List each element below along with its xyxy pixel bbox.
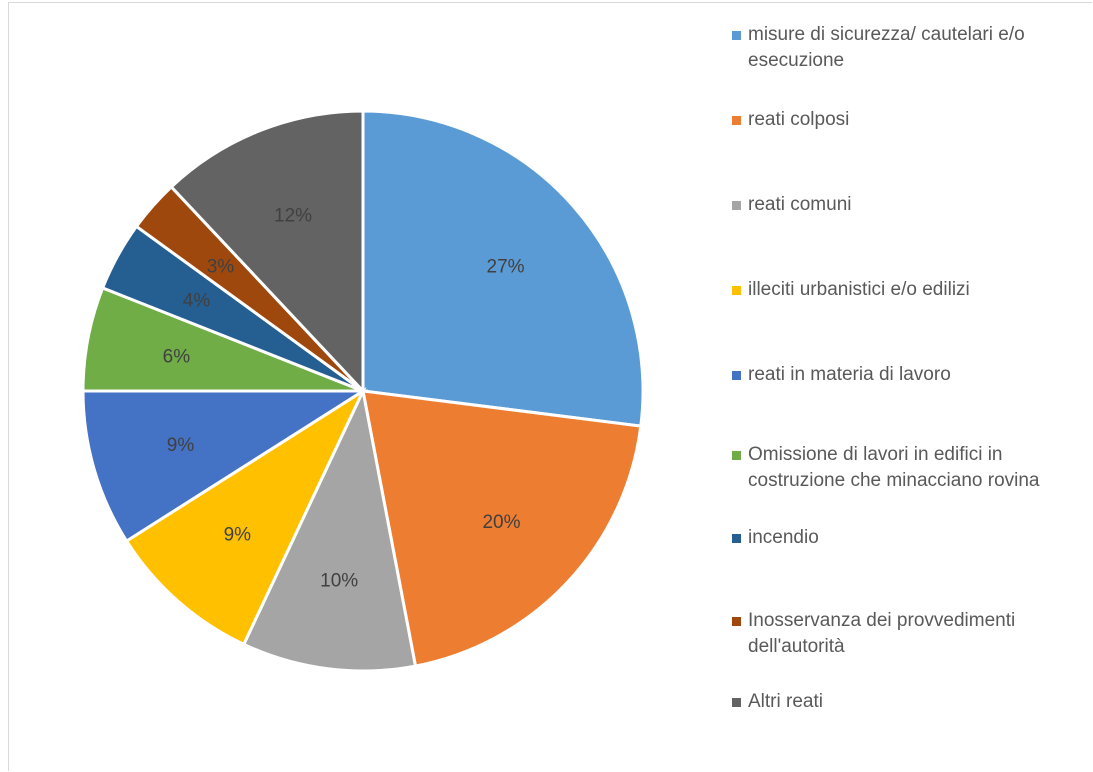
legend-item-2: reati colposi: [732, 107, 1082, 133]
pie-slice-3: [241, 386, 418, 673]
legend-label: Inosservanza dei provvedimenti dell'auto…: [748, 610, 1016, 657]
legend-swatch: [732, 201, 741, 210]
legend-swatch: [732, 116, 741, 125]
legend-swatch: [732, 698, 741, 707]
legend-label: misure di sicurezza/ cautelari e/o esecu…: [748, 24, 1025, 71]
pie-data-label-2: 20%: [482, 512, 520, 533]
legend-item-1: misure di sicurezza/ cautelari e/o esecu…: [732, 22, 1082, 74]
legend-label: reati in materia di lavoro: [748, 364, 951, 385]
legend-label: incendio: [748, 527, 819, 548]
legend-item-5: reati in materia di lavoro: [732, 362, 1082, 388]
legend-swatch: [732, 31, 741, 40]
legend-item-4: illeciti urbanistici e/o edilizi: [732, 277, 1082, 303]
legend-item-8: Inosservanza dei provvedimenti dell'auto…: [732, 608, 1082, 660]
pie-slice-1: [361, 109, 645, 428]
pie-slice-2: [361, 389, 643, 668]
legend-swatch: [732, 617, 741, 626]
legend-swatch: [732, 534, 741, 543]
pie-data-label-1: 27%: [487, 256, 525, 277]
legend-item-3: reati comuni: [732, 192, 1082, 218]
pie-data-label-5: 9%: [167, 435, 195, 456]
legend-item-6: Omissione di lavori in edifici in costru…: [732, 442, 1082, 494]
legend-label: reati comuni: [748, 194, 852, 215]
pie-data-label-6: 6%: [163, 346, 191, 367]
pie-data-label-3: 10%: [320, 571, 358, 592]
legend-label: reati colposi: [748, 109, 850, 130]
pie-data-label-8: 3%: [207, 256, 235, 277]
pie-data-label-9: 12%: [274, 205, 312, 226]
legend-item-9: Altri reati: [732, 689, 1082, 715]
legend-item-7: incendio: [732, 525, 1082, 551]
legend-label: Altri reati: [748, 691, 823, 712]
pie-slice-5: [81, 389, 369, 544]
chart-frame: [8, 2, 1092, 771]
pie-slice-9: [169, 109, 365, 395]
pie-slice-4: [124, 386, 367, 647]
legend-label: illeciti urbanistici e/o edilizi: [748, 279, 970, 300]
pie-data-label-7: 4%: [183, 290, 211, 311]
legend-swatch: [732, 451, 741, 460]
legend-swatch: [732, 286, 741, 295]
legend-swatch: [732, 371, 741, 380]
pie-data-label-4: 9%: [224, 525, 252, 546]
legend-label: Omissione di lavori in edifici in costru…: [748, 444, 1040, 491]
